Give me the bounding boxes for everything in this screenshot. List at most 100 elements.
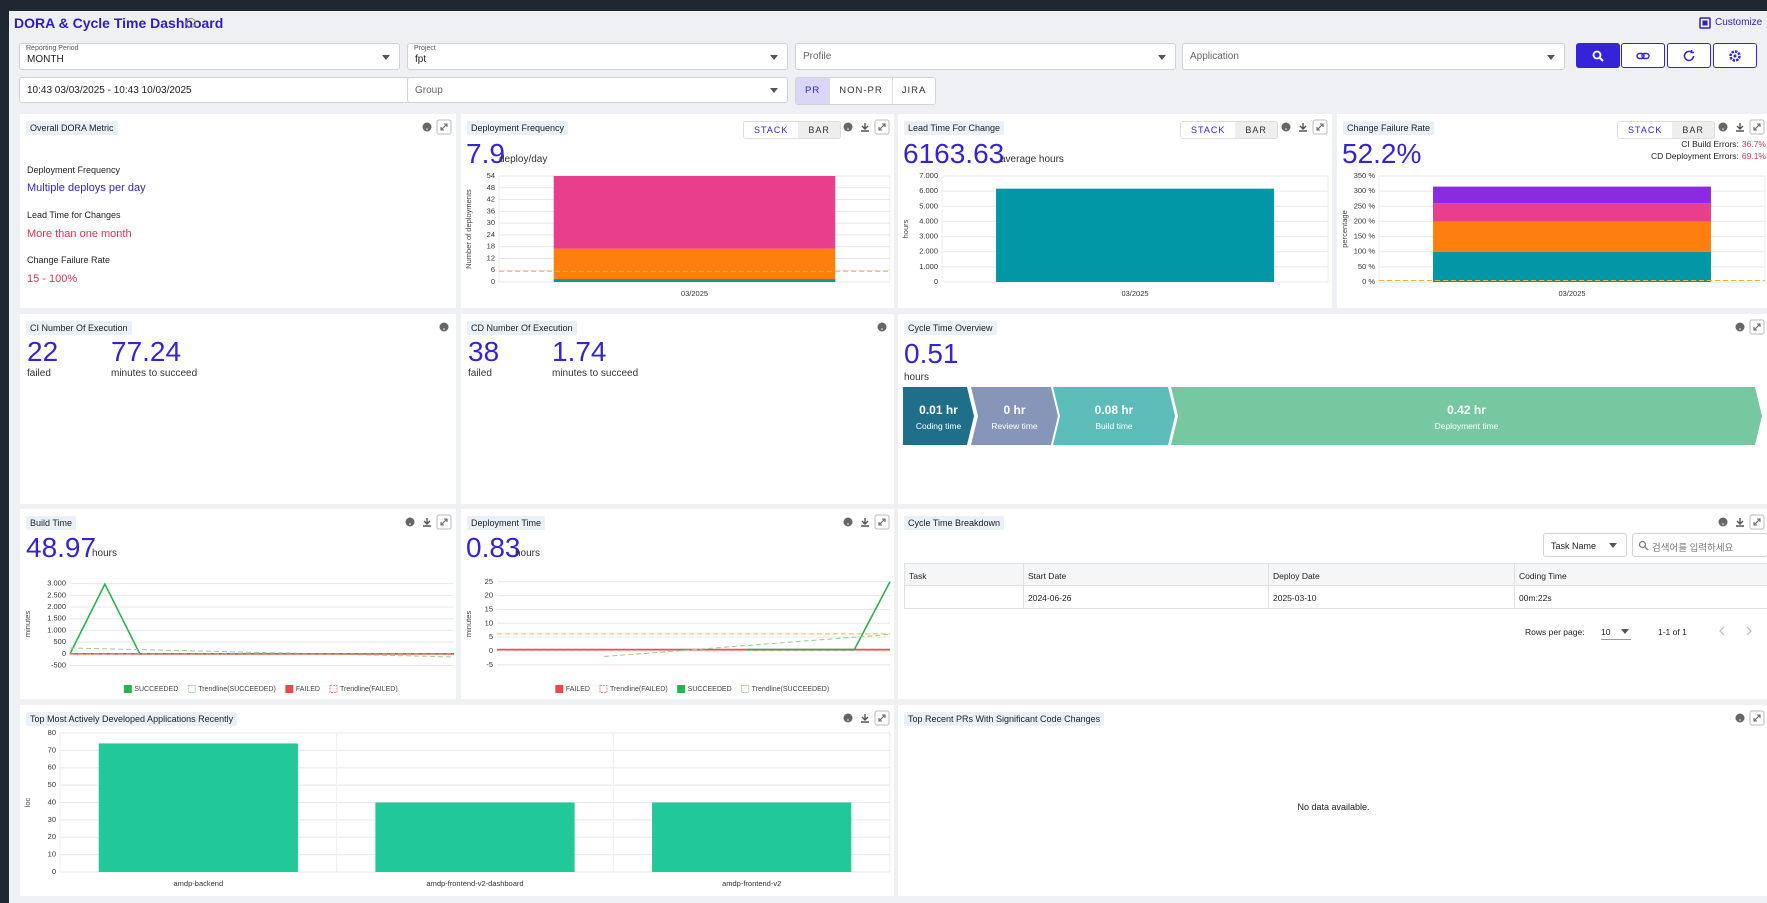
panel-actions — [1735, 710, 1765, 726]
panel-actions — [405, 514, 452, 530]
panel-actions — [1718, 119, 1765, 135]
view-toggle: STACK BAR — [743, 121, 841, 139]
select-field[interactable]: Application — [1182, 43, 1565, 70]
x-tick-label: amdp-frontend-v2 — [722, 879, 781, 888]
search-input[interactable]: 검색어를 입력하세요 — [1632, 533, 1767, 557]
y-tick-label: 0 — [489, 646, 493, 655]
help-icon — [843, 713, 853, 723]
customize-glyph — [1699, 17, 1711, 29]
failed-label: failed — [468, 368, 492, 379]
dropdown-arrow — [1158, 54, 1166, 60]
y-tick-label: 30 — [48, 815, 56, 824]
title-info-icon — [186, 18, 196, 28]
search-button[interactable] — [1576, 43, 1620, 68]
y-tick-label: 3.000 — [919, 232, 938, 241]
y-tick-label: 42 — [487, 195, 495, 204]
y-tick-label: 50 — [48, 780, 56, 789]
y-tick-label: 48 — [487, 183, 495, 192]
expand-arrow — [440, 518, 448, 526]
y-tick-label: 0 % — [1362, 277, 1375, 286]
rows-per-page-select[interactable]: 10 — [1601, 622, 1631, 640]
empty-state: No data available. — [1297, 802, 1370, 812]
error-rate: CI Build Errors: 36.7% — [1681, 139, 1766, 149]
refresh-button[interactable] — [1667, 43, 1711, 68]
bar — [375, 802, 575, 872]
y-tick-label: 4.000 — [919, 216, 938, 225]
help-icon — [1281, 122, 1291, 132]
failed-label: failed — [27, 368, 51, 379]
panel-actions — [843, 119, 890, 135]
stage-duration: 0.08 hr — [1094, 403, 1134, 417]
download-icon — [1736, 123, 1744, 132]
glyph — [1683, 50, 1695, 62]
source-tab[interactable]: JIRA — [891, 78, 936, 104]
toggle-button[interactable]: BAR — [1235, 122, 1277, 138]
expand-arrow — [878, 123, 886, 131]
field-label: Reporting Period — [26, 45, 79, 52]
select-field[interactable]: Reporting Period MONTH — [19, 43, 400, 70]
source-tab[interactable]: NON-PR — [829, 78, 891, 104]
kpi-value: 0.51 — [904, 338, 959, 369]
kpi-value: 6163.63 — [903, 138, 1005, 169]
bar — [996, 188, 1274, 282]
expand-arrow — [440, 123, 448, 131]
y-tick-label: 30 — [487, 218, 495, 227]
panel-actions — [877, 322, 887, 332]
chart: 0 % 50 % 100 % 150 % 200 % 250 % 300 % 350 % per… — [1340, 171, 1766, 298]
toggle-button[interactable]: STACK — [744, 122, 799, 138]
panel: Change Failure Rate STACK BAR 52.2% CI Build… — [1337, 114, 1767, 308]
customize-glyph — [1702, 20, 1708, 26]
y-tick-label: 350 % — [1354, 171, 1376, 180]
help-icon — [1718, 517, 1728, 527]
task-filter[interactable]: Task Name — [1543, 533, 1627, 557]
table-header-cell: Start Date — [1024, 563, 1269, 586]
help-icon — [1735, 713, 1745, 723]
kpi-unit: average hours — [1000, 154, 1064, 165]
settings-button[interactable] — [1713, 43, 1757, 68]
panel-actions — [843, 514, 890, 530]
date-range-field[interactable]: 10:43 03/03/2025 - 10:43 10/03/2025 — [19, 77, 411, 103]
legend-swatch — [123, 685, 132, 693]
download-icon — [861, 714, 869, 723]
select-field[interactable]: Group — [407, 77, 788, 103]
select-field[interactable]: Profile — [795, 43, 1176, 70]
help-dot — [881, 328, 883, 330]
y-tick-label: 54 — [487, 171, 495, 180]
bar — [1433, 186, 1711, 204]
legend-swatch — [329, 685, 338, 693]
refresh-icon — [1683, 50, 1695, 62]
panel-title: Change Failure Rate — [1343, 121, 1435, 135]
field-value: Profile — [803, 51, 832, 62]
panel-title: Top Most Actively Developed Applications… — [26, 712, 238, 726]
toggle-button[interactable]: STACK — [1181, 122, 1236, 138]
customize-icon — [1699, 17, 1711, 29]
dropdown-arrow — [1609, 543, 1617, 548]
panel: CI Number Of Execution 22 failed 77.24 minut… — [20, 314, 456, 504]
expand-arrow — [1753, 518, 1761, 526]
y-tick-label: 0 — [491, 277, 495, 286]
help-icon — [405, 517, 415, 527]
y-tick-label: 150 % — [1354, 232, 1376, 241]
toggle-button[interactable]: STACK — [1618, 122, 1673, 138]
select-field[interactable]: Project fpt — [407, 43, 788, 70]
chart: -5 0 5 10 15 20 25 minutes FAILED Trendline(FAILE… — [464, 577, 891, 693]
field-value: MONTH — [27, 54, 64, 65]
toggle-button[interactable]: BAR — [798, 122, 840, 138]
chart: 0 1.000 2.000 3.000 4.000 5.000 6.000 7.000 hour… — [901, 171, 1329, 298]
legend-swatch — [285, 685, 294, 693]
stage-name: Review time — [991, 421, 1038, 431]
field-value: Application — [1190, 51, 1239, 62]
toggle-button[interactable]: BAR — [1672, 122, 1714, 138]
panel-title: CI Number Of Execution — [26, 321, 132, 335]
expand-arrow — [878, 518, 886, 526]
legend-swatch — [741, 685, 750, 693]
y-tick-label: 10 — [485, 618, 493, 627]
stage-duration: 0.01 hr — [919, 403, 958, 417]
bar — [553, 176, 836, 249]
source-tab[interactable]: PR — [796, 78, 830, 104]
link-button[interactable] — [1621, 43, 1665, 68]
kpi-value: 7.9 — [466, 138, 505, 169]
expand-arrow — [1753, 123, 1761, 131]
customize-button[interactable]: Customize — [1715, 17, 1763, 28]
help-dot — [1285, 128, 1287, 130]
